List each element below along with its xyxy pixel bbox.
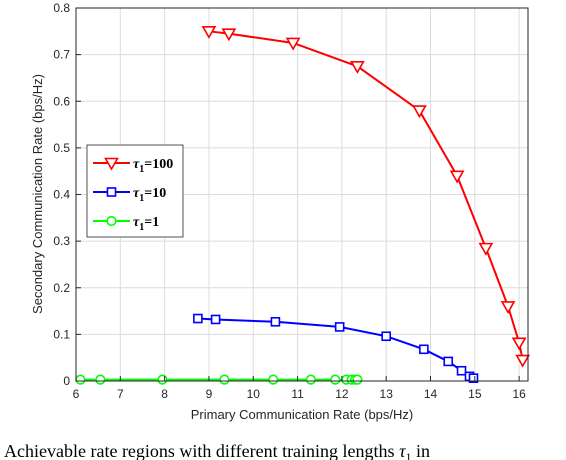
legend-subscript: 1 [139,164,144,175]
data-point-1 [334,322,345,332]
data-point-1 [270,316,281,327]
y-tick-label: 0.7 [53,48,70,62]
legend-label-2: τ1=1 [133,215,159,233]
data-point-0 [350,60,365,74]
legend-tau: τ [133,215,140,230]
legend-marker-2 [106,215,117,227]
x-tick-label: 10 [247,387,261,401]
x-tick-label: 6 [73,387,80,401]
x-tick-label: 15 [468,387,482,401]
y-tick-label: 0.5 [53,141,70,155]
series-group-2 [75,374,363,385]
x-tick-label: 11 [291,387,304,401]
data-point-2 [352,374,363,385]
axis-ticks: 6 7 8 9 10 11 12 13 14 15 1600.10.20.30.40.50.60.7… [53,1,526,401]
caption-suffix: in [412,441,431,460]
legend-subscript: 1 [139,222,144,233]
data-point-0 [515,354,531,368]
legend-value: =10 [144,186,166,201]
y-tick-label: 0.8 [53,1,70,15]
figure-caption: . Achievable rate regions with different… [0,441,430,460]
x-tick-label: 16 [512,387,526,401]
data-point-0 [449,170,465,184]
data-point-0 [285,37,301,51]
legend-marker-1 [106,187,117,197]
legend-marker-0 [104,157,119,171]
data-point-2 [157,374,168,385]
data-point-2 [75,374,86,385]
data-point-0 [500,301,516,315]
y-tick-label: 0.1 [53,327,70,341]
legend-value: =1 [144,215,159,230]
data-point-1 [419,344,429,355]
data-point-2 [219,374,230,385]
legend-subscript: 1 [139,193,144,204]
legend-label-1: τ1=10 [133,186,166,204]
data-point-0 [201,26,217,39]
data-point-0 [412,105,427,119]
data-point-1 [443,356,454,367]
series-group-0 [201,26,531,368]
caption-tau: τ [399,441,406,460]
data-point-0 [221,28,237,42]
data-point-2 [268,374,279,385]
data-point-2 [330,374,341,385]
data-point-1 [210,314,221,325]
x-tick-label: 7 [117,387,124,401]
data-point-1 [381,331,391,342]
x-tick-label: 9 [206,387,213,401]
y-axis-label: Secondary Communication Rate (bps/Hz) [30,74,45,314]
y-tick-label: 0.4 [53,188,70,202]
series-layer [75,26,531,385]
x-tick-label: 13 [380,387,394,401]
data-point-1 [456,365,467,376]
legend-value: =100 [144,157,173,172]
x-tick-label: 14 [424,387,438,401]
series-line-0 [208,30,524,361]
y-tick-label: 0.3 [53,234,70,248]
data-point-0 [511,337,527,351]
legend-entry-2: τ1=1 [93,215,159,233]
legend-entry-0: τ1=100 [93,157,173,175]
legend-tau: τ [133,186,140,201]
x-axis-label: Primary Communication Rate (bps/Hz) [191,407,414,422]
legend-tau: τ [133,157,140,172]
y-tick-label: 0.2 [53,281,70,295]
x-tick-label: 8 [161,387,168,401]
y-tick-label: 0.6 [53,94,70,108]
data-point-1 [468,373,479,384]
data-point-0 [478,242,494,256]
x-tick-label: 12 [335,387,349,401]
caption-prefix: . Achievable rate regions with different… [0,441,399,460]
data-point-2 [305,374,316,385]
data-point-1 [193,313,203,324]
caption-subscript: 1 [406,450,412,460]
data-point-2 [95,374,106,385]
y-tick-label: 0 [63,374,70,388]
legend-label-0: τ1=100 [133,157,173,175]
series-group-1 [193,313,479,384]
legend-entry-1: τ1=10 [93,186,166,204]
